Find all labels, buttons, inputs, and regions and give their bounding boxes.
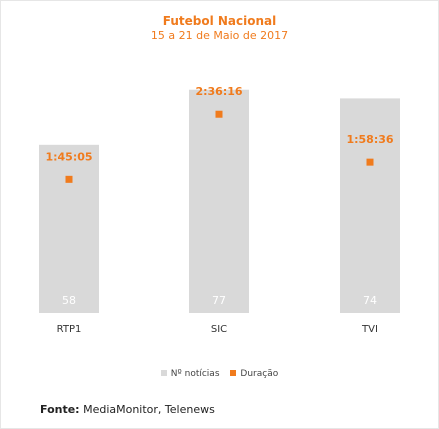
legend-label-duration: Duração bbox=[240, 369, 279, 379]
category-label-sic: SIC bbox=[211, 324, 227, 335]
chart-title: Futebol Nacional bbox=[162, 14, 277, 28]
duration-marker-rtp1 bbox=[65, 175, 73, 183]
duration-label-rtp1: 1:45:05 bbox=[45, 150, 92, 163]
source-label: Fonte: bbox=[40, 403, 80, 416]
bar-label-sic: 77 bbox=[212, 294, 226, 307]
category-label-tvi: TVI bbox=[361, 324, 378, 335]
chart-plot: 58 1:45:05 RTP1 77 2:36:16 SIC 74 1:58:36 TVI bbox=[39, 85, 400, 335]
chart-subtitle: 15 a 21 de Maio de 2017 bbox=[150, 29, 289, 42]
bar-tvi bbox=[340, 98, 400, 314]
duration-label-tvi: 1:58:36 bbox=[346, 133, 393, 146]
duration-marker-sic bbox=[215, 110, 223, 118]
duration-marker-tvi bbox=[366, 158, 374, 166]
bar-label-tvi: 74 bbox=[363, 294, 377, 307]
chart-legend: Nº notícias Duração bbox=[1, 369, 438, 379]
bar-rtp1 bbox=[39, 144, 99, 313]
category-label-rtp1: RTP1 bbox=[57, 324, 82, 335]
legend-swatch-duration bbox=[230, 369, 237, 376]
legend-item-duration: Duração bbox=[230, 369, 278, 379]
source-note: Fonte: MediaMonitor, Telenews bbox=[40, 403, 215, 416]
legend-item-news-count: Nº notícias bbox=[160, 369, 220, 379]
source-text: MediaMonitor, Telenews bbox=[83, 403, 215, 416]
bar-label-rtp1: 58 bbox=[62, 294, 76, 307]
legend-label-news-count: Nº notícias bbox=[170, 369, 220, 379]
legend-swatch-news-count bbox=[160, 369, 167, 376]
bar-sic bbox=[189, 89, 249, 313]
duration-label-sic: 2:36:16 bbox=[195, 85, 242, 98]
